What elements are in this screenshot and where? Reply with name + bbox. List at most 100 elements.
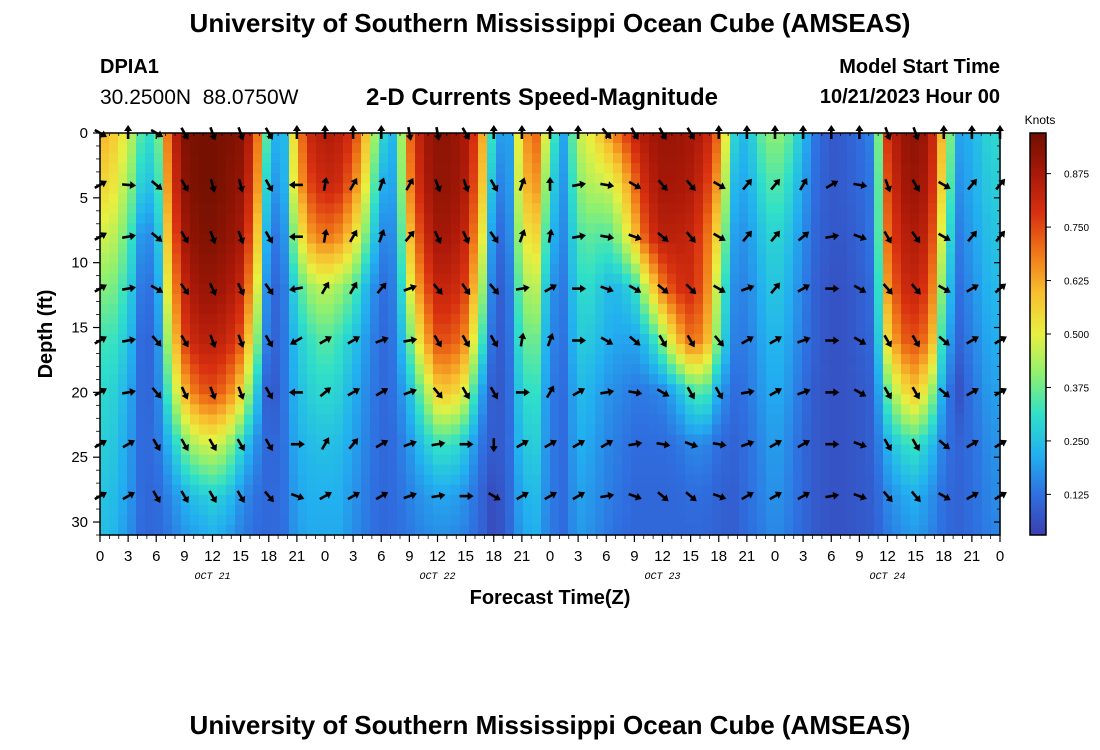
heatmap-cell	[289, 514, 299, 526]
current-arrow	[403, 336, 418, 345]
heatmap-cell	[910, 173, 920, 184]
heatmap-cell	[865, 293, 875, 305]
heatmap-cell	[289, 414, 299, 426]
heatmap-cell	[577, 223, 587, 235]
heatmap-cell	[838, 374, 848, 385]
heatmap-cell	[982, 404, 992, 415]
heatmap-cell	[640, 323, 650, 335]
heatmap-cell	[199, 354, 209, 365]
heatmap-cell	[829, 414, 839, 426]
current-arrow	[237, 178, 245, 193]
arrow-head	[967, 125, 976, 131]
heatmap-cell	[640, 233, 650, 245]
heatmap-cell	[217, 243, 227, 255]
heatmap-cell	[811, 233, 821, 245]
heatmap-cell	[640, 273, 650, 285]
heatmap-cell	[820, 374, 830, 385]
heatmap-cell	[100, 173, 110, 184]
heatmap-cell	[487, 213, 497, 225]
heatmap-cell	[127, 173, 137, 184]
heatmap-cell	[802, 303, 812, 315]
heatmap-cell	[271, 203, 281, 214]
heatmap-cell	[208, 273, 218, 285]
heatmap-cell	[217, 323, 227, 335]
arrow-head	[996, 125, 1004, 131]
heatmap-cell	[469, 524, 479, 536]
heatmap-cell	[298, 133, 308, 144]
heatmap-cell	[172, 524, 182, 536]
heatmap-cell	[244, 454, 254, 466]
heatmap-cell	[865, 243, 875, 255]
heatmap-cell	[370, 173, 380, 184]
current-arrow	[516, 439, 529, 449]
heatmap-cell	[118, 514, 128, 526]
heatmap-cell	[199, 334, 209, 345]
heatmap-cell	[937, 474, 947, 486]
heatmap-cell	[298, 323, 308, 335]
heatmap-cell	[748, 293, 758, 305]
heatmap-cell	[856, 273, 866, 285]
heatmap-cell	[298, 354, 308, 365]
heatmap-cell	[694, 213, 704, 225]
heatmap-cell	[667, 323, 677, 335]
heatmap-cell	[424, 173, 434, 184]
heatmap-cell	[964, 253, 974, 265]
heatmap-cell	[937, 233, 947, 245]
heatmap-cell	[109, 514, 119, 526]
heatmap-cell	[586, 364, 596, 375]
heatmap-cell	[190, 163, 200, 174]
heatmap-cell	[298, 163, 308, 174]
heatmap-cell	[946, 173, 956, 184]
heatmap-cell	[235, 434, 245, 446]
heatmap-cell	[334, 344, 344, 355]
heatmap-cell	[937, 283, 947, 295]
heatmap-cell	[757, 434, 767, 446]
heatmap-cell	[136, 504, 146, 516]
arrow-head	[577, 387, 586, 395]
heatmap-cell	[109, 454, 119, 466]
heatmap-cell	[469, 444, 479, 456]
heatmap-cell	[712, 213, 722, 225]
heatmap-cell	[514, 233, 524, 245]
arrow-head	[129, 388, 136, 396]
current-arrow	[853, 336, 867, 345]
arrow-head	[379, 282, 387, 290]
heatmap-cell	[145, 173, 155, 184]
heatmap-cell	[775, 243, 785, 255]
heatmap-cell	[208, 303, 218, 315]
heatmap-cell	[991, 484, 1001, 496]
heatmap-cell	[397, 454, 407, 466]
heatmap-cell	[343, 263, 353, 275]
heatmap-cell	[991, 364, 1001, 375]
heatmap-cell	[982, 253, 992, 265]
heatmap-cell	[775, 414, 785, 426]
heatmap-cell	[874, 514, 884, 526]
current-arrow	[403, 491, 417, 500]
heatmap-cell	[946, 344, 956, 355]
heatmap-cell	[307, 514, 317, 526]
heatmap-cell	[946, 404, 956, 415]
heatmap-cell	[217, 153, 227, 164]
heatmap-cell	[262, 133, 272, 144]
heatmap-cell	[154, 223, 164, 235]
heatmap-cell	[973, 424, 983, 436]
heatmap-cell	[496, 354, 506, 365]
current-arrow	[571, 180, 586, 189]
heatmap-cell	[442, 253, 452, 265]
heatmap-cell	[946, 444, 956, 456]
heatmap-cell	[802, 354, 812, 365]
heatmap-cell	[388, 213, 398, 225]
heatmap-cell	[343, 213, 353, 225]
heatmap-cell	[343, 223, 353, 235]
heatmap-cell	[721, 524, 731, 536]
heatmap-cell	[847, 394, 857, 405]
heatmap-cell	[775, 374, 785, 385]
heatmap-cell	[361, 524, 371, 536]
current-arrow	[208, 438, 217, 452]
x-tick-label: 0	[96, 548, 104, 565]
heatmap-cell	[838, 334, 848, 345]
heatmap-cell	[532, 293, 542, 305]
heatmap-cell	[595, 434, 605, 446]
heatmap-cell	[352, 364, 362, 375]
heatmap-cell	[865, 153, 875, 164]
